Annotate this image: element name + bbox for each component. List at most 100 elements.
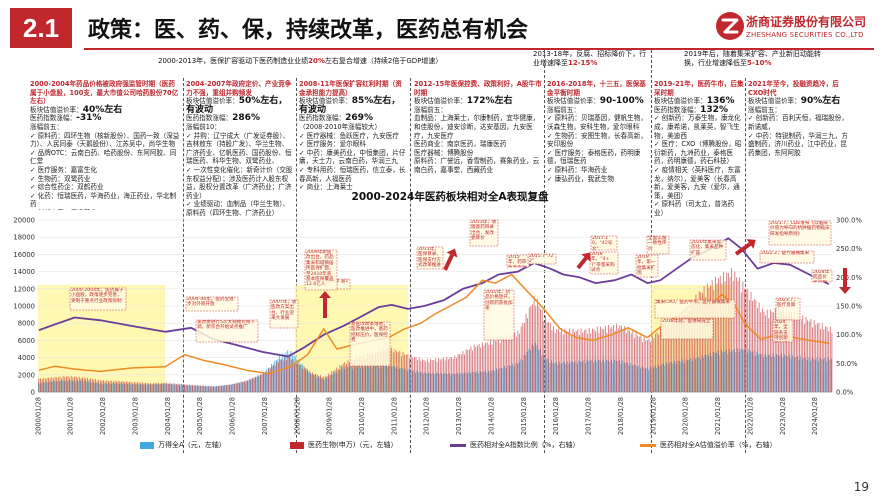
bar-pharma-sw: [151, 383, 153, 392]
bar-pharma-sw: [601, 328, 603, 392]
bar-wind-all-a: [831, 358, 832, 392]
bar-pharma-sw: [507, 340, 509, 392]
bar-wind-all-a: [298, 359, 300, 392]
x-tick-label: 2014/01/28: [487, 397, 495, 435]
callout-text-container: 新医改政策落地，医改推进中，基药招标压价，医保控费: [351, 322, 388, 343]
bar-pharma-sw: [349, 362, 351, 392]
bar-wind-all-a: [245, 382, 247, 392]
bar-pharma-sw: [664, 326, 666, 392]
bar-wind-all-a: [220, 385, 222, 392]
bar-wind-all-a: [555, 362, 557, 392]
bar-wind-all-a: [89, 381, 91, 392]
bar-pharma-sw: [795, 319, 797, 392]
bar-wind-all-a: [437, 373, 439, 392]
callout-text-container: 2020年集采常态化，集采品种扩容: [691, 240, 723, 256]
bar-pharma-sw: [145, 382, 147, 392]
bar-pharma-sw: [231, 385, 232, 392]
bar-wind-all-a: [60, 380, 62, 392]
bar-wind-all-a: [505, 368, 507, 392]
bar-pharma-sw: [821, 323, 823, 392]
bar-wind-all-a: [771, 356, 773, 392]
bar-wind-all-a: [743, 350, 745, 392]
bar-wind-all-a: [822, 359, 824, 392]
bar-pharma-sw: [689, 310, 690, 392]
bar-wind-all-a: [497, 369, 499, 392]
bar-pharma-sw: [732, 280, 734, 392]
bar-pharma-sw: [627, 328, 629, 392]
bar-wind-all-a: [580, 361, 582, 392]
callout-box: [689, 239, 727, 261]
x-tick-label: 2024/01/28: [811, 397, 819, 435]
bar-pharma-sw: [613, 324, 614, 392]
bar-wind-all-a: [763, 357, 764, 392]
bar-pharma-sw: [803, 323, 805, 392]
bar-pharma-sw: [415, 357, 417, 392]
bar-pharma-sw: [166, 382, 168, 392]
bar-wind-all-a: [284, 354, 285, 392]
bar-pharma-sw: [96, 380, 98, 392]
bar-wind-all-a: [811, 358, 813, 392]
bar-wind-all-a: [225, 385, 227, 392]
bar-wind-all-a: [41, 382, 43, 392]
bar-wind-all-a: [521, 360, 523, 392]
bar-wind-all-a: [596, 361, 598, 392]
bar-pharma-sw: [443, 357, 444, 392]
legend-swatch: [140, 441, 154, 449]
bar-wind-all-a: [648, 370, 650, 392]
bar-wind-all-a: [517, 363, 518, 392]
bar-wind-all-a: [496, 368, 497, 392]
bar-pharma-sw: [591, 328, 593, 392]
bar-pharma-sw: [680, 317, 682, 392]
bar-pharma-sw: [360, 356, 362, 392]
bar-wind-all-a: [729, 349, 730, 392]
callout-text: 2009年新医改出台，药品集采和城镇居民医保扩面，至2010年底基本医保覆盖12…: [306, 250, 334, 288]
bar-pharma-sw: [750, 291, 752, 392]
bar-wind-all-a: [693, 357, 695, 392]
bar-wind-all-a: [732, 350, 734, 392]
bar-wind-all-a: [507, 365, 509, 392]
bar-pharma-sw: [812, 327, 813, 392]
bar-pharma-sw: [763, 311, 765, 392]
bar-wind-all-a: [139, 384, 141, 392]
bar-pharma-sw: [802, 315, 804, 392]
bar-pharma-sw: [752, 300, 754, 392]
bar-pharma-sw: [719, 275, 721, 392]
bar-pharma-sw: [371, 351, 373, 392]
bar-wind-all-a: [334, 372, 336, 392]
bar-pharma-sw: [598, 333, 600, 392]
bar-pharma-sw: [323, 376, 325, 392]
era-divider: [745, 78, 746, 453]
bar-wind-all-a: [460, 372, 462, 392]
legend-item-pharma-sw: 医药生物(申万)（元，左轴）: [290, 440, 397, 450]
bar-wind-all-a: [625, 362, 627, 392]
bar-pharma-sw: [502, 338, 504, 392]
bar-wind-all-a: [638, 365, 640, 392]
bar-wind-all-a: [262, 372, 264, 392]
bar-wind-all-a: [678, 361, 680, 392]
bar-pharma-sw: [430, 359, 431, 392]
bar-pharma-sw: [423, 360, 425, 392]
bar-pharma-sw: [205, 385, 206, 392]
y-left-tick-label: 0: [31, 389, 35, 397]
bar-wind-all-a: [235, 383, 237, 392]
callout-text-container: 2007年，新医改方案出台，行业迎来大发展: [271, 300, 296, 321]
bar-pharma-sw: [757, 308, 758, 392]
bar-wind-all-a: [105, 383, 107, 392]
bar-wind-all-a: [670, 362, 672, 392]
bar-wind-all-a: [643, 367, 645, 392]
bar-wind-all-a: [360, 367, 361, 392]
bar-pharma-sw: [808, 321, 810, 392]
bar-pharma-sw: [352, 359, 354, 392]
bar-pharma-sw: [295, 361, 297, 392]
bar-pharma-sw: [472, 350, 474, 392]
bar-pharma-sw: [436, 361, 438, 392]
bar-pharma-sw: [543, 320, 545, 392]
bar-wind-all-a: [73, 380, 75, 392]
bar-wind-all-a: [80, 380, 81, 392]
bar-wind-all-a: [699, 358, 701, 392]
bar-pharma-sw: [85, 378, 87, 392]
callout-text-container: 2019年，第一批集采扩围: [637, 255, 655, 276]
bar-pharma-sw: [229, 384, 231, 392]
page-title: 政策：医、药、保，持续改革，医药总有机会: [88, 18, 529, 43]
